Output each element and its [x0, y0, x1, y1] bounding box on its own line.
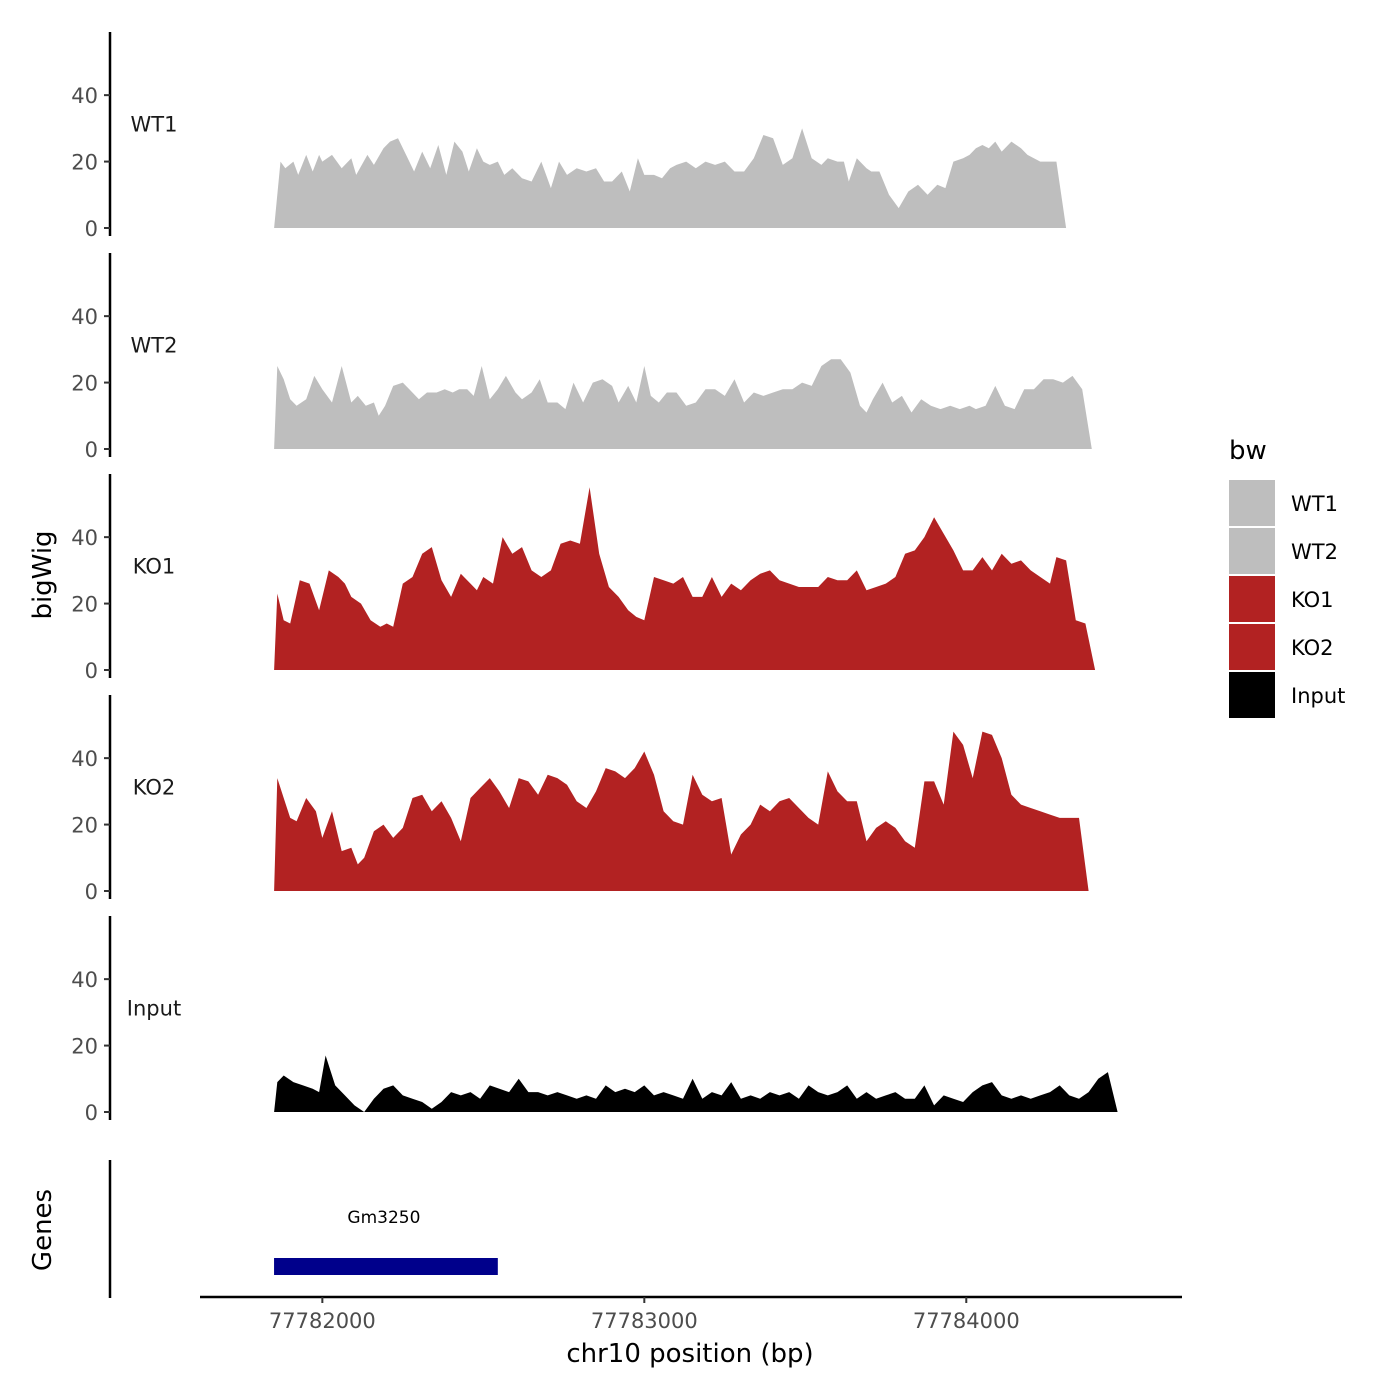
- track-panels: 0 20 40 WT1 0 20 40 WT2 0 20 40 KO1 0 20 40 KO2 0 20 40 Inp…: [71, 32, 1118, 1125]
- y-tick-label: 40: [71, 526, 98, 550]
- y-tick-label: 20: [71, 1035, 98, 1059]
- legend-label: Input: [1291, 684, 1345, 708]
- area-wt1: [274, 128, 1067, 228]
- x-tick-label: 77782000: [269, 1309, 376, 1333]
- genes-axis-label: Genes: [28, 1189, 58, 1271]
- track-input: 0 20 40 Input: [71, 916, 1118, 1125]
- y-tick-label: 0: [85, 438, 98, 462]
- x-tick-label: 77784000: [913, 1309, 1020, 1333]
- legend-swatch-input: [1229, 672, 1275, 718]
- y-tick-label: 40: [71, 747, 98, 771]
- track-wt1: 0 20 40 WT1: [71, 32, 1067, 241]
- legend-label: KO2: [1291, 636, 1334, 660]
- x-tick-label: 77783000: [591, 1309, 698, 1333]
- legend-title: bw: [1229, 436, 1267, 466]
- area-ko2: [274, 731, 1089, 891]
- track-label: WT2: [131, 334, 178, 358]
- y-tick-label: 0: [85, 217, 98, 241]
- legend-label: KO1: [1291, 588, 1334, 612]
- area-input: [274, 1055, 1118, 1112]
- y-tick-label: 20: [71, 372, 98, 396]
- gene-bar: [274, 1258, 498, 1275]
- track-label: Input: [127, 997, 181, 1021]
- y-tick-label: 20: [71, 593, 98, 617]
- y-tick-label: 20: [71, 151, 98, 175]
- legend-swatch-wt2: [1229, 528, 1275, 574]
- y-tick-label: 0: [85, 659, 98, 683]
- track-label: KO1: [133, 555, 176, 579]
- track-wt2: 0 20 40 WT2: [71, 253, 1092, 462]
- x-axis: 77782000 77783000 77784000: [200, 1295, 1182, 1333]
- y-axis-label: bigWig: [28, 530, 58, 619]
- track-ko2: 0 20 40 KO2: [71, 695, 1089, 904]
- y-tick-label: 40: [71, 84, 98, 108]
- gene-track: Gm3250: [108, 1160, 498, 1298]
- track-ko1: 0 20 40 KO1: [71, 474, 1096, 683]
- y-tick-label: 0: [85, 1101, 98, 1125]
- legend-swatch-wt1: [1229, 480, 1275, 526]
- legend-label: WT2: [1291, 540, 1338, 564]
- area-ko1: [274, 487, 1096, 670]
- track-label: KO2: [133, 776, 176, 800]
- y-tick-label: 0: [85, 880, 98, 904]
- legend-label: WT1: [1291, 492, 1338, 516]
- gene-label: Gm3250: [347, 1208, 420, 1228]
- legend-swatch-ko1: [1229, 576, 1275, 622]
- x-axis-label: chr10 position (bp): [566, 1339, 813, 1369]
- legend: bw WT1 WT2 KO1 KO2 Input: [1229, 436, 1345, 718]
- track-label: WT1: [131, 113, 178, 137]
- legend-swatch-ko2: [1229, 624, 1275, 670]
- y-tick-label: 40: [71, 305, 98, 329]
- y-tick-label: 40: [71, 968, 98, 992]
- area-wt2: [274, 359, 1092, 449]
- y-tick-label: 20: [71, 814, 98, 838]
